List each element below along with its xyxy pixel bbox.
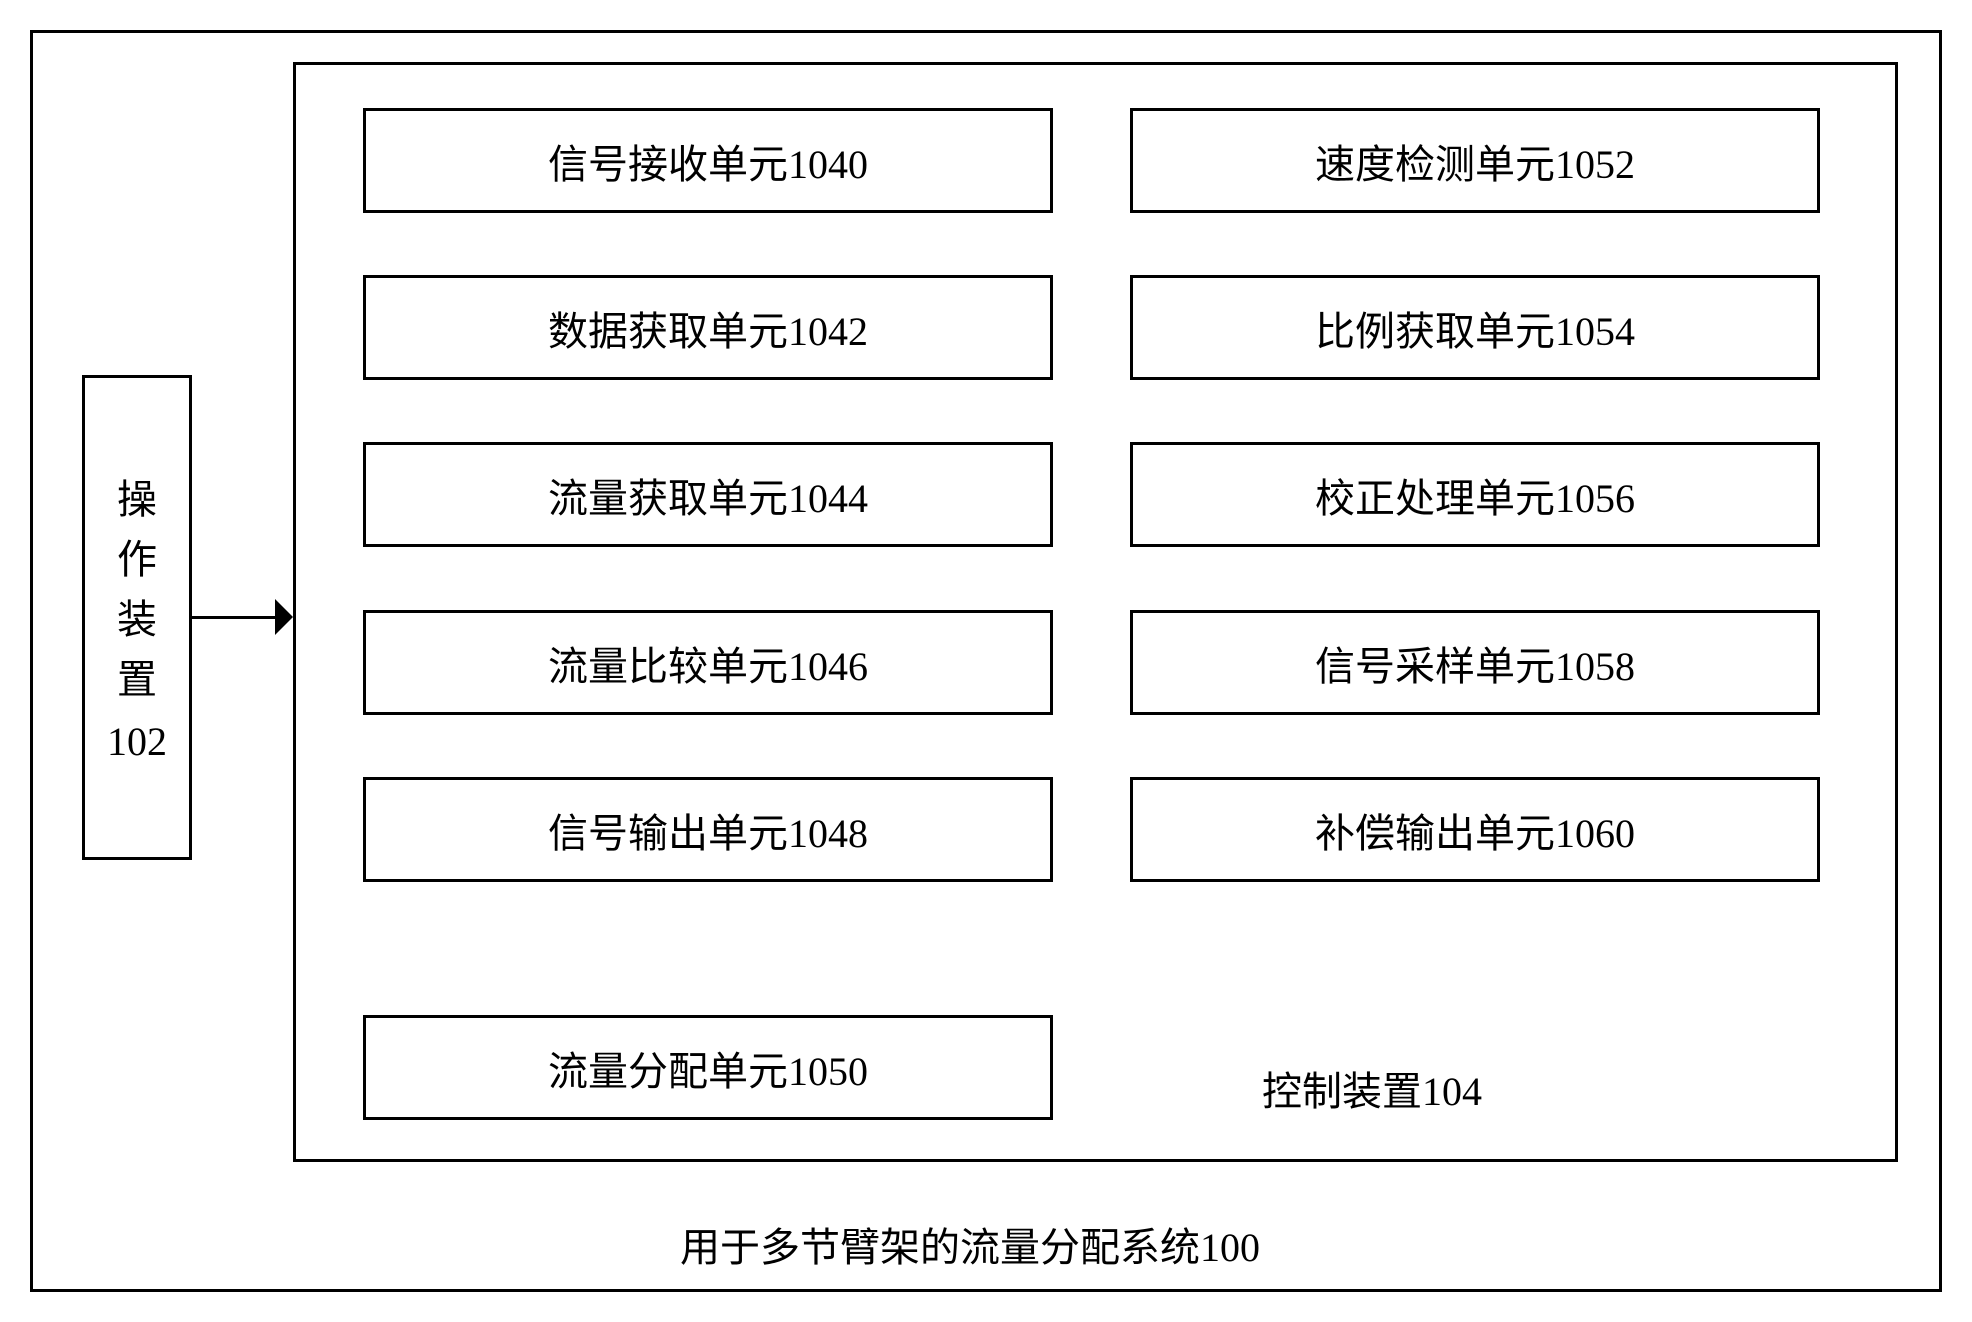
unit-label: 速度检测单元1052 [1315,132,1635,190]
unit-flow-compare: 流量比较单元1046 [363,610,1053,715]
unit-compensate-output: 补偿输出单元1060 [1130,777,1820,882]
operation-char-2: 作 [117,530,157,590]
unit-signal-output: 信号输出单元1048 [363,777,1053,882]
unit-label: 比例获取单元1054 [1315,299,1635,357]
arrow-line [192,616,275,619]
operation-device-box: 操 作 装 置 102 [82,375,192,860]
operation-device-id: 102 [107,718,167,765]
unit-flow-distribute: 流量分配单元1050 [363,1015,1053,1120]
unit-correction-process: 校正处理单元1056 [1130,442,1820,547]
unit-label: 信号输出单元1048 [548,801,868,859]
unit-speed-detect: 速度检测单元1052 [1130,108,1820,213]
unit-label: 校正处理单元1056 [1315,466,1635,524]
unit-signal-receive: 信号接收单元1040 [363,108,1053,213]
unit-label: 补偿输出单元1060 [1315,801,1635,859]
operation-char-3: 装 [117,590,157,650]
unit-label: 流量比较单元1046 [548,634,868,692]
system-label: 用于多节臂架的流量分配系统100 [680,1215,1260,1273]
unit-data-acquire: 数据获取单元1042 [363,275,1053,380]
unit-ratio-acquire: 比例获取单元1054 [1130,275,1820,380]
unit-label: 流量分配单元1050 [548,1039,868,1097]
unit-label: 数据获取单元1042 [548,299,868,357]
unit-label: 信号采样单元1058 [1315,634,1635,692]
arrow-operation-to-control [192,599,293,635]
control-device-label: 控制装置104 [1262,1059,1482,1117]
operation-device-label: 操 作 装 置 [117,470,157,710]
unit-flow-acquire: 流量获取单元1044 [363,442,1053,547]
unit-label: 流量获取单元1044 [548,466,868,524]
operation-char-1: 操 [117,470,157,530]
operation-char-4: 置 [117,650,157,710]
arrow-head-icon [275,599,293,635]
unit-signal-sample: 信号采样单元1058 [1130,610,1820,715]
unit-label: 信号接收单元1040 [548,132,868,190]
